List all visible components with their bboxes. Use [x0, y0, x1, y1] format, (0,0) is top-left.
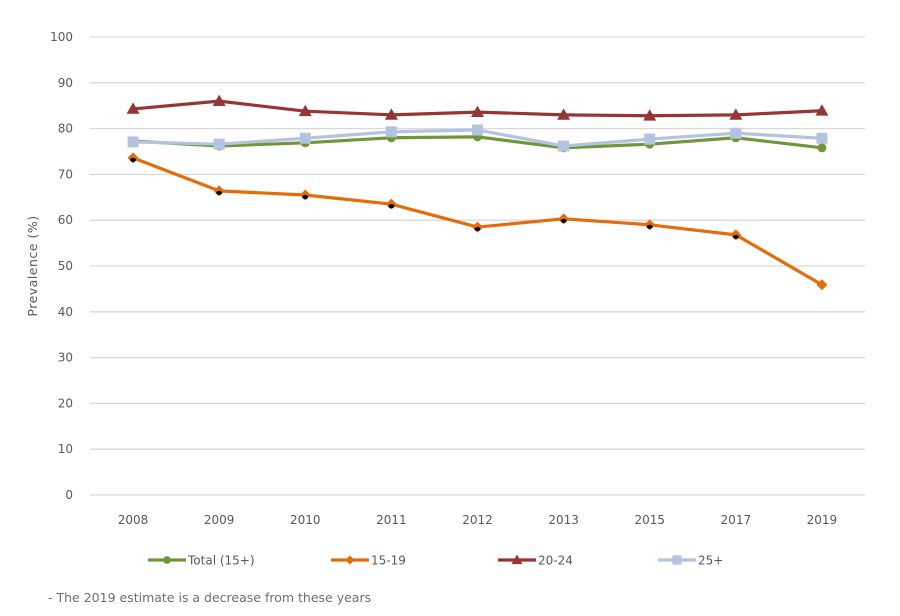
legend-label: 20-24 [538, 554, 573, 568]
point-25-2011 [385, 126, 397, 138]
y-tick-label: 80 [58, 122, 73, 136]
y-tick-label: 10 [58, 442, 73, 456]
point-25-2009 [213, 138, 225, 150]
y-tick-label: 90 [58, 76, 73, 90]
point-20-24-2012 [471, 105, 484, 117]
x-tick-label: 2019 [807, 513, 838, 527]
annotation-dot-2009 [216, 190, 223, 195]
y-tick-label: 60 [58, 213, 73, 227]
x-tick-label: 2017 [721, 513, 752, 527]
x-axis-ticks: 2008 2009 2010 2011 2012 2013 2015 2017 2019 [118, 513, 837, 527]
point-25-2013 [558, 140, 570, 152]
legend-marker-circle-icon [163, 556, 171, 564]
point-20-24-2009 [212, 94, 226, 106]
series-25 [127, 124, 828, 152]
point-20-24-2013 [557, 108, 571, 120]
y-tick-label: 0 [65, 488, 73, 502]
annotation-dot-2011 [388, 204, 395, 209]
legend-label: 25+ [698, 554, 723, 568]
x-tick-label: 2011 [376, 513, 407, 527]
point-25-2012 [472, 124, 483, 136]
point-20-24-2019 [815, 104, 829, 116]
legend-item-total-15[interactable]: Total (15+) [148, 554, 255, 568]
x-tick-label: 2008 [118, 513, 149, 527]
x-tick-label: 2013 [548, 513, 579, 527]
point-20-24-2015 [643, 109, 657, 121]
y-axis-ticks: 0 10 20 30 40 50 60 70 80 90 100 [50, 30, 73, 502]
legend-label: 15-19 [371, 554, 406, 568]
legend: Total (15+) 15-19 20-24 25+ [148, 554, 723, 568]
legend-marker-square-icon [672, 555, 682, 565]
annotation-dot-2012 [474, 227, 481, 232]
annotation-dot-2008 [130, 157, 137, 162]
x-tick-label: 2009 [204, 513, 235, 527]
annotation-dot-2013 [560, 218, 567, 223]
annotation-dot-2015 [646, 224, 653, 229]
point-25-2008 [127, 136, 139, 148]
x-tick-label: 2012 [462, 513, 493, 527]
y-tick-label: 50 [58, 259, 73, 273]
y-tick-label: 100 [50, 30, 73, 44]
point-15-19-2019 [816, 279, 828, 291]
legend-marker-triangle-icon [511, 554, 523, 565]
point-20-24-2011 [384, 108, 398, 120]
legend-item-15-19[interactable]: 15-19 [331, 554, 406, 568]
legend-marker-diamond-icon [345, 555, 355, 565]
series-15-19 [127, 152, 828, 291]
series-lines [126, 94, 829, 291]
point-20-24-2008 [126, 102, 140, 114]
y-tick-label: 70 [58, 167, 73, 181]
annotation-dot-2017 [732, 234, 739, 239]
point-25-2010 [299, 132, 311, 144]
point-25-2019 [816, 132, 828, 144]
point-total-15-2019 [817, 143, 827, 153]
y-tick-label: 20 [58, 396, 73, 410]
legend-item-25[interactable]: 25+ [658, 554, 723, 568]
footnote: - The 2019 estimate is a decrease from t… [48, 590, 372, 605]
legend-item-20-24[interactable]: 20-24 [498, 554, 573, 568]
point-20-24-2017 [729, 108, 743, 120]
legend-label: Total (15+) [187, 554, 255, 568]
y-axis-title: Prevalence (%) [25, 215, 40, 316]
point-25-2015 [644, 133, 656, 145]
annotation-dot-2010 [302, 195, 309, 200]
y-tick-label: 30 [58, 351, 73, 365]
series-20-24 [126, 94, 829, 121]
point-25-2017 [730, 127, 742, 139]
y-tick-label: 40 [58, 305, 73, 319]
point-20-24-2010 [298, 104, 312, 117]
x-tick-label: 2010 [290, 513, 321, 527]
x-tick-label: 2015 [634, 513, 665, 527]
